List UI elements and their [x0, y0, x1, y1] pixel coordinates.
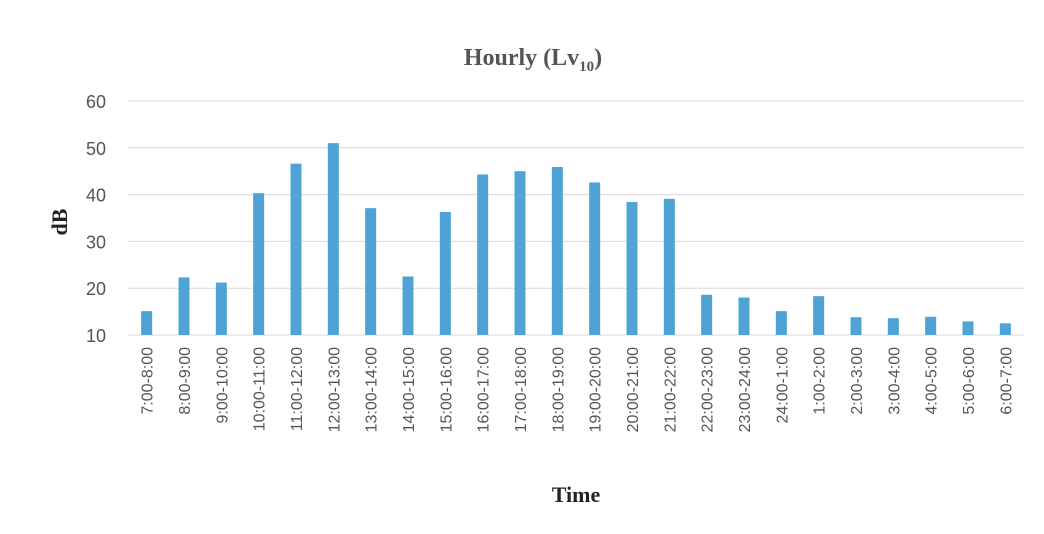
x-tick-label: 15:00-16:00	[438, 347, 455, 433]
chart-title-main: Hourly (Lv	[464, 45, 579, 71]
bar	[551, 166, 563, 335]
y-axis-title: dB	[47, 208, 72, 235]
x-tick-label: 16:00-17:00	[476, 347, 493, 433]
bar	[178, 277, 190, 335]
chart-title-close: )	[594, 45, 602, 71]
chart-title-subscript: 10	[579, 59, 594, 75]
bar	[365, 208, 377, 335]
bar	[925, 316, 937, 335]
x-tick-label: 4:00-5:00	[924, 347, 941, 415]
bar	[887, 318, 899, 335]
bar	[775, 311, 787, 335]
bar	[626, 202, 638, 335]
x-tick-label: 22:00-23:00	[700, 347, 717, 433]
bar	[290, 163, 302, 335]
x-tick-label: 7:00-8:00	[140, 347, 157, 415]
y-tick-label: 40	[86, 186, 106, 206]
x-tick-label: 23:00-24:00	[737, 347, 754, 433]
x-axis-title: Time	[552, 482, 601, 507]
bar	[215, 282, 227, 335]
x-tick-label: 18:00-19:00	[550, 347, 567, 433]
x-tick-label: 8:00-9:00	[177, 347, 194, 415]
x-tick-label: 24:00-1:00	[774, 347, 791, 424]
bar	[701, 294, 713, 335]
bar	[962, 321, 974, 335]
y-tick-label: 60	[86, 92, 106, 112]
bar	[589, 182, 601, 335]
x-tick-label: 10:00-11:00	[252, 347, 269, 431]
x-tick-label: 17:00-18:00	[513, 347, 530, 433]
bar	[738, 297, 750, 335]
y-tick-label: 30	[86, 232, 106, 252]
x-tick-label: 5:00-6:00	[961, 347, 978, 415]
bar	[813, 296, 825, 335]
y-tick-label: 20	[86, 279, 106, 299]
x-tick-label: 6:00-7:00	[998, 347, 1015, 415]
bar	[663, 198, 675, 335]
bar	[850, 317, 862, 335]
x-tick-label: 20:00-21:00	[625, 347, 642, 433]
chart-title: Hourly (Lv10)	[464, 45, 602, 75]
x-tick-label: 3:00-4:00	[886, 347, 903, 415]
x-tick-label: 14:00-15:00	[401, 347, 418, 433]
x-tick-label: 19:00-20:00	[588, 347, 605, 433]
bar	[514, 171, 526, 335]
x-tick-label: 11:00-12:00	[289, 347, 306, 431]
x-tick-label: 13:00-14:00	[364, 347, 381, 433]
x-tick-label: 21:00-22:00	[662, 347, 679, 433]
bar	[253, 193, 265, 335]
x-tick-label: 1:00-2:00	[812, 347, 829, 415]
x-axis-ticks: 7:00-8:00 8:00-9:00 9:00-10:00 10:00-11:00 1…	[140, 347, 1016, 433]
bar	[999, 323, 1011, 335]
y-axis-ticks: 10 20 30 40 50 60	[86, 92, 106, 346]
x-tick-label: 2:00-3:00	[849, 347, 866, 415]
bar	[141, 311, 153, 335]
y-tick-label: 10	[86, 326, 106, 346]
bar	[327, 143, 339, 335]
x-tick-label: 9:00-10:00	[214, 347, 231, 424]
bar	[439, 211, 451, 335]
bar	[477, 174, 489, 335]
bars	[141, 143, 1011, 335]
x-tick-label: 12:00-13:00	[326, 347, 343, 433]
bar	[402, 276, 414, 335]
gridlines	[128, 100, 1024, 336]
y-tick-label: 50	[86, 139, 106, 159]
